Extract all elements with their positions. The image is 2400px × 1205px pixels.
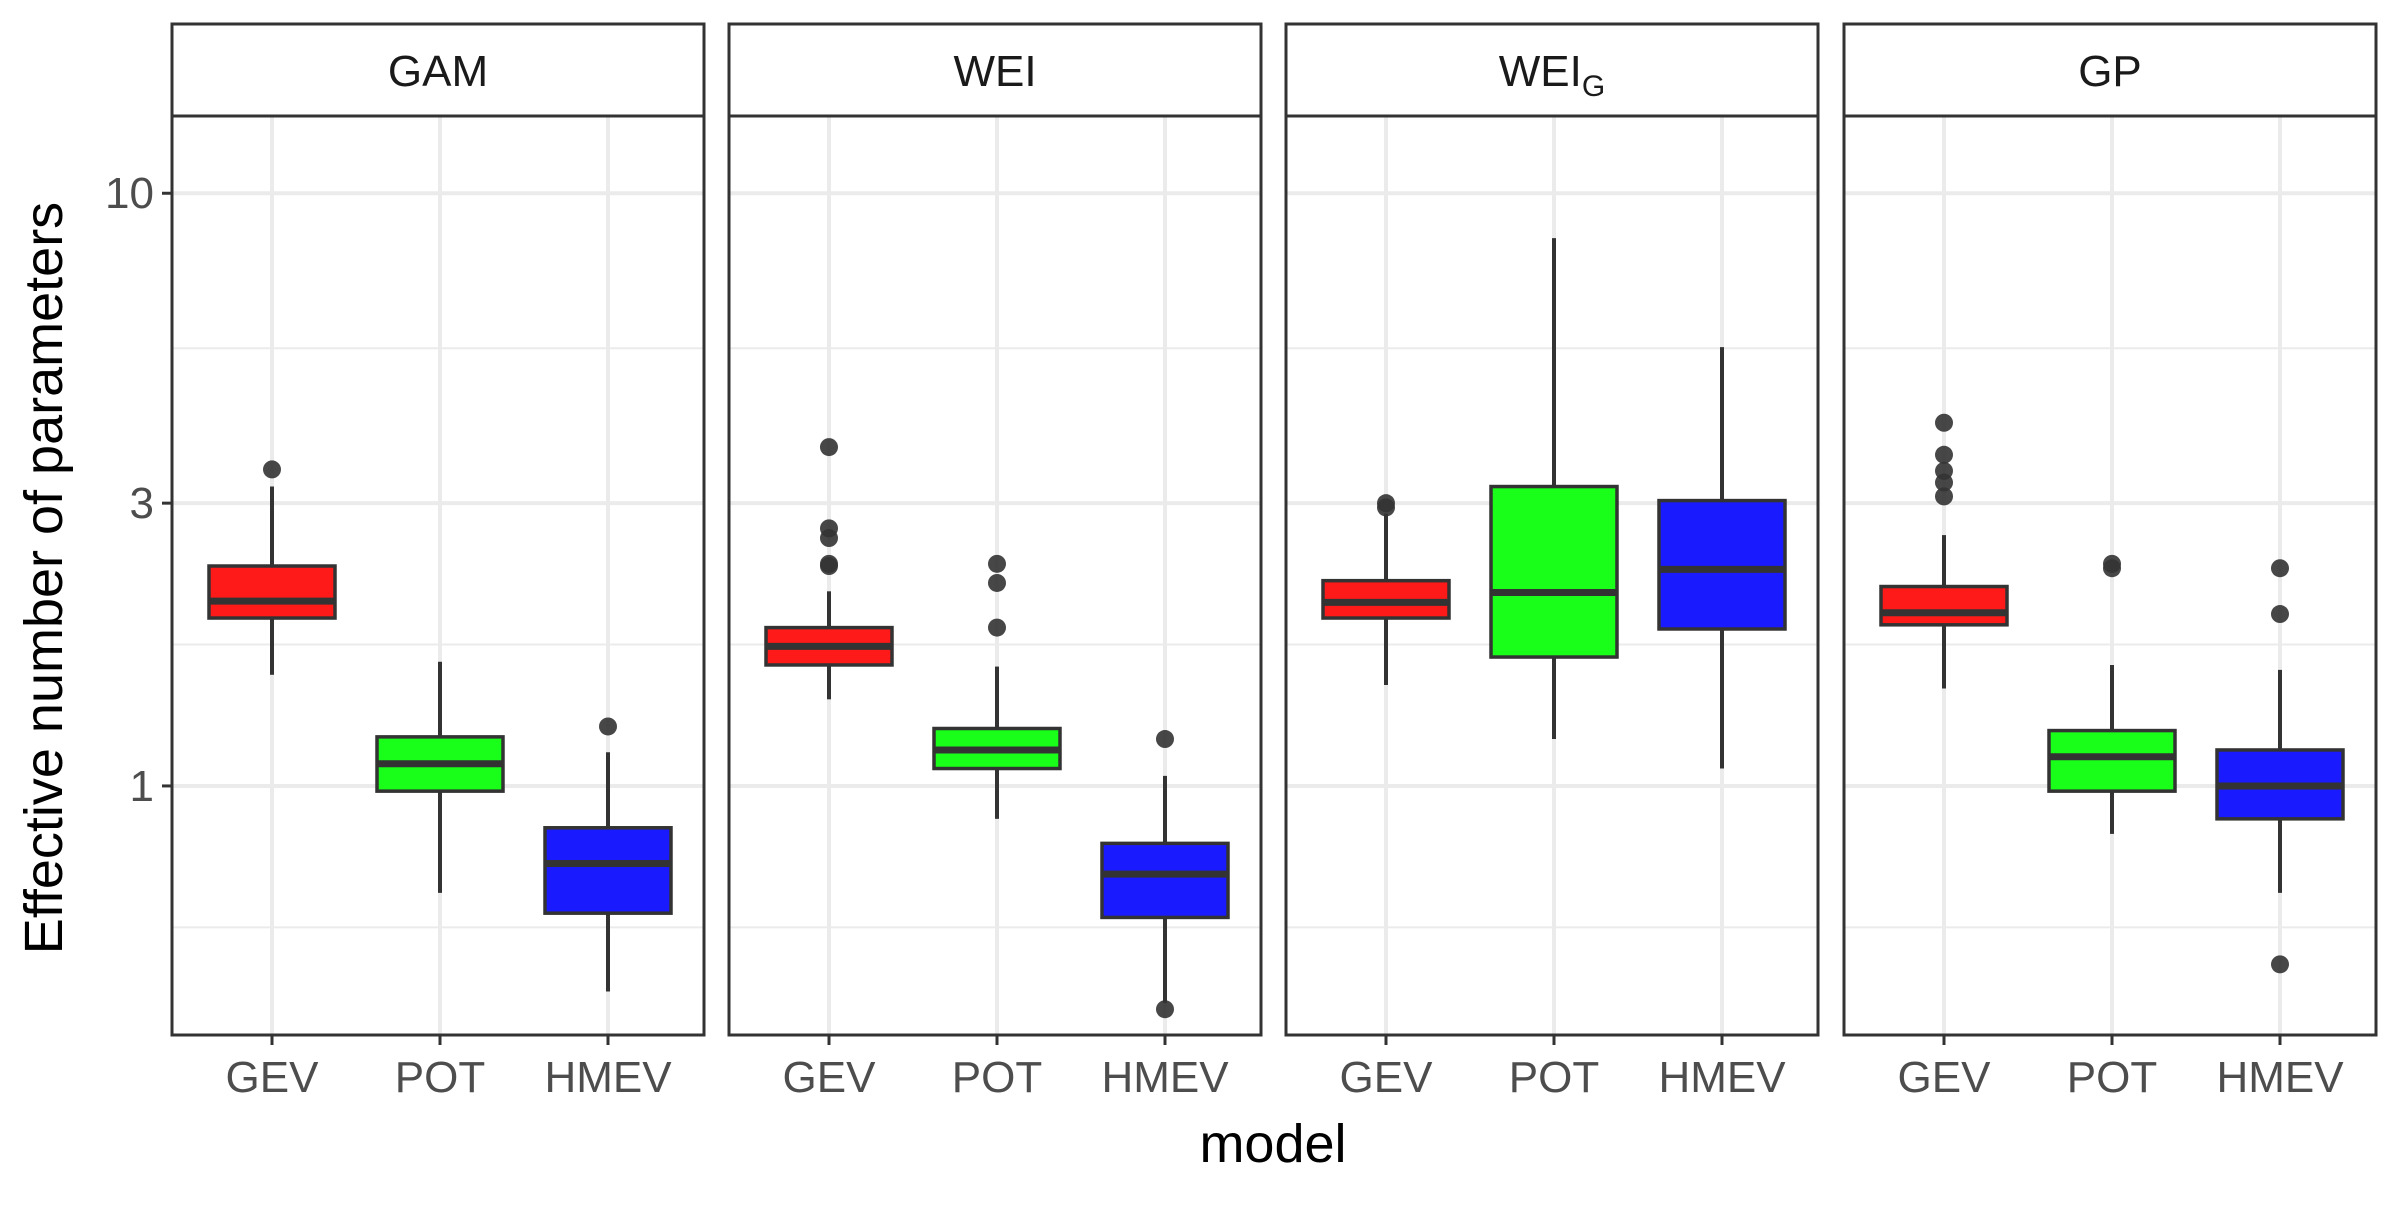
x-tick-label-HMEV: HMEV [544,1053,672,1102]
x-tick-label-POT: POT [1509,1053,1599,1102]
x-tick-label-POT: POT [2067,1053,2157,1102]
y-tick-label: 1 [130,762,154,811]
outlier-point-WEI-POT [988,554,1006,573]
x-tick-label-GEV: GEV [1340,1053,1434,1102]
outlier-point-GP-HMEV [2271,559,2289,578]
outlier-point-GAM-GEV [263,460,281,479]
panel-strip-GAM [170,22,706,118]
y-tick-label: 3 [130,479,154,528]
outlier-point-GP-GEV [1935,413,1953,432]
box-WEI-HMEV [1100,841,1230,920]
outlier-point-WEI-GEV [820,519,838,538]
panel-strip-label-WEIG: WEIG [1499,47,1605,103]
outlier-point-WEI-HMEV [1156,1000,1174,1019]
panel-strip-GP [1842,22,2378,118]
outlier-point-GP-POT [2103,554,2121,573]
box-GAM-GEV [207,564,337,620]
panel-strip-label-GAM: GAM [388,47,488,96]
box-GAM-HMEV [543,826,673,915]
panel-strip-WEI [727,22,1263,118]
x-tick-label-GEV: GEV [783,1053,877,1102]
x-axis-title: model [1199,1114,1346,1174]
panel-border-WEI [727,114,1263,1037]
outlier-point-WEI-GEV [820,554,838,573]
box-GP-GEV [1879,584,2009,627]
x-tick-label-GEV: GEV [226,1053,320,1102]
outlier-point-GP-HMEV [2271,605,2289,624]
outlier-point-GP-GEV [1935,461,1953,480]
y-tick-label: 10 [105,169,154,218]
x-tick-label-POT: POT [395,1053,485,1102]
box-WEIG-POT [1489,484,1619,659]
outlier-point-WEI-POT [988,573,1006,592]
outlier-point-GAM-HMEV [599,717,617,736]
panel-border-GAM [170,114,706,1037]
box-WEIG-HMEV [1657,498,1787,631]
panel-strip-WEIG [1284,22,1820,118]
outlier-point-WEI-GEV [820,438,838,457]
y-axis-title: Effective number of parameters [14,202,74,954]
outlier-point-WEI-HMEV [1156,730,1174,749]
panel-border-WEIG [1284,114,1820,1037]
panel-border-GP [1842,114,2378,1037]
x-tick-label-POT: POT [952,1053,1042,1102]
outlier-point-GP-GEV [1935,445,1953,464]
panel-strip-label-WEI: WEI [953,47,1036,96]
x-tick-label-HMEV: HMEV [1658,1053,1786,1102]
x-tick-label-HMEV: HMEV [2216,1053,2344,1102]
outlier-point-WEI-POT [988,618,1006,637]
x-tick-label-GEV: GEV [1898,1053,1992,1102]
box-GP-POT [2047,728,2177,793]
outlier-point-GP-GEV [1935,487,1953,506]
outlier-point-GP-HMEV [2271,955,2289,974]
x-tick-label-HMEV: HMEV [1101,1053,1229,1102]
outlier-point-WEIG-GEV [1377,494,1395,513]
panel-strip-label-GP: GP [2078,47,2142,96]
